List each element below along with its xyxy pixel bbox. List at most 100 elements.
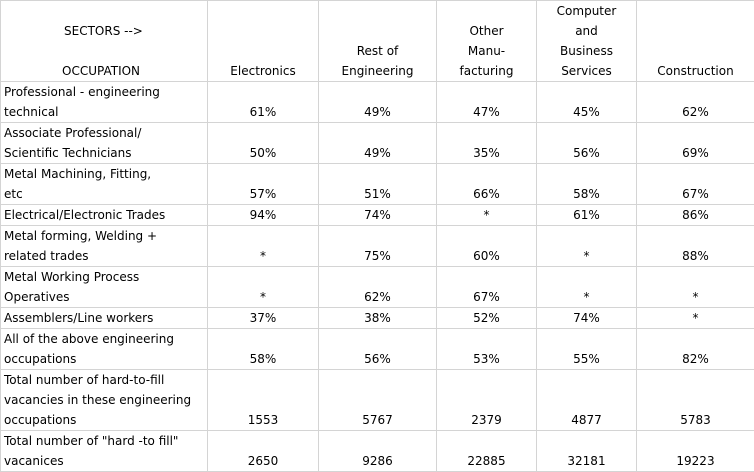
value-cell: 37% (208, 308, 319, 329)
value-cell: 9286 (319, 431, 437, 472)
sector-header-line: Business (540, 41, 633, 61)
value-cell: 75% (319, 226, 437, 267)
value-cell: 67% (437, 267, 537, 308)
table-row: Total number of "hard -to fill"vacanices… (1, 431, 754, 472)
value-cell: 88% (637, 226, 754, 267)
value-cell: 19223 (637, 431, 754, 472)
value-cell: 74% (537, 308, 637, 329)
occupation-cell: Electrical/Electronic Trades (1, 205, 208, 226)
value-cell: * (637, 267, 754, 308)
occupation-label: etc (4, 184, 204, 204)
occupation-label: Scientific Technicians (4, 143, 204, 163)
sectors-label: SECTORS --> (4, 21, 204, 41)
value-cell: 38% (319, 308, 437, 329)
sector-header-line: Rest of (322, 41, 433, 61)
sector-header-line: Electronics (211, 61, 315, 81)
sector-header-rest-of-engineering: Rest of Engineering (319, 1, 437, 82)
sector-header-line: Services (540, 61, 633, 81)
value-cell: 60% (437, 226, 537, 267)
value-cell: 67% (637, 164, 754, 205)
sector-header-line: and (540, 21, 633, 41)
value-cell: 45% (537, 82, 637, 123)
value-cell: 66% (437, 164, 537, 205)
sector-header-electronics: Electronics (208, 1, 319, 82)
value-cell: 69% (637, 123, 754, 164)
sector-header-line: facturing (440, 61, 533, 81)
value-cell: 5783 (637, 370, 754, 431)
occupation-label: vacanices (4, 451, 204, 471)
value-cell: 62% (319, 267, 437, 308)
value-cell: 49% (319, 82, 437, 123)
value-cell: 4877 (537, 370, 637, 431)
value-cell: 52% (437, 308, 537, 329)
value-cell: 49% (319, 123, 437, 164)
value-cell: 82% (637, 329, 754, 370)
occupation-label: related trades (4, 246, 204, 266)
sector-header-line: Manu- (440, 41, 533, 61)
occupation-cell: Associate Professional/Scientific Techni… (1, 123, 208, 164)
occupation-label: occupations (4, 410, 204, 430)
value-cell: 51% (319, 164, 437, 205)
value-cell: 22885 (437, 431, 537, 472)
value-cell: * (437, 205, 537, 226)
table-row: Associate Professional/Scientific Techni… (1, 123, 754, 164)
value-cell: 1553 (208, 370, 319, 431)
value-cell: * (637, 308, 754, 329)
value-cell: 47% (437, 82, 537, 123)
value-cell: 2650 (208, 431, 319, 472)
value-cell: 58% (208, 329, 319, 370)
sector-header-other-manufacturing: Other Manu- facturing (437, 1, 537, 82)
occupation-label: OCCUPATION (4, 61, 204, 81)
occupation-label: Metal Working Process (4, 267, 204, 287)
occupation-cell: Metal Machining, Fitting,etc (1, 164, 208, 205)
occupation-label: vacancies in these engineering (4, 390, 204, 410)
table-row: Metal forming, Welding +related trades*7… (1, 226, 754, 267)
value-cell: * (537, 267, 637, 308)
value-cell: 57% (208, 164, 319, 205)
occupation-label: Associate Professional/ (4, 123, 204, 143)
sector-header-line: Computer (540, 1, 633, 21)
value-cell: * (208, 267, 319, 308)
occupation-label: Total number of "hard -to fill" (4, 431, 204, 451)
header-row: SECTORS --> OCCUPATION Electronics Rest … (1, 1, 754, 82)
value-cell: 62% (637, 82, 754, 123)
value-cell: 56% (537, 123, 637, 164)
sector-header-line: Construction (640, 61, 751, 81)
occupation-label: technical (4, 102, 204, 122)
sector-header-construction: Construction (637, 1, 754, 82)
occupation-label: Metal Machining, Fitting, (4, 164, 204, 184)
value-cell: 58% (537, 164, 637, 205)
occupation-label: All of the above engineering (4, 329, 204, 349)
occupation-label: Assemblers/Line workers (4, 308, 204, 328)
value-cell: 53% (437, 329, 537, 370)
value-cell: * (537, 226, 637, 267)
value-cell: 86% (637, 205, 754, 226)
value-cell: 61% (537, 205, 637, 226)
value-cell: 2379 (437, 370, 537, 431)
value-cell: 35% (437, 123, 537, 164)
occupation-label: occupations (4, 349, 204, 369)
value-cell: * (208, 226, 319, 267)
value-cell: 32181 (537, 431, 637, 472)
occupation-label: Total number of hard-to-fill (4, 370, 204, 390)
occupation-cell: Total number of "hard -to fill"vacanices (1, 431, 208, 472)
value-cell: 55% (537, 329, 637, 370)
value-cell: 56% (319, 329, 437, 370)
occupation-label: Professional - engineering (4, 82, 204, 102)
corner-header-cell: SECTORS --> OCCUPATION (1, 1, 208, 82)
value-cell: 50% (208, 123, 319, 164)
sector-header-computer-business-services: Computer and Business Services (537, 1, 637, 82)
value-cell: 5767 (319, 370, 437, 431)
occupation-label: Metal forming, Welding + (4, 226, 204, 246)
